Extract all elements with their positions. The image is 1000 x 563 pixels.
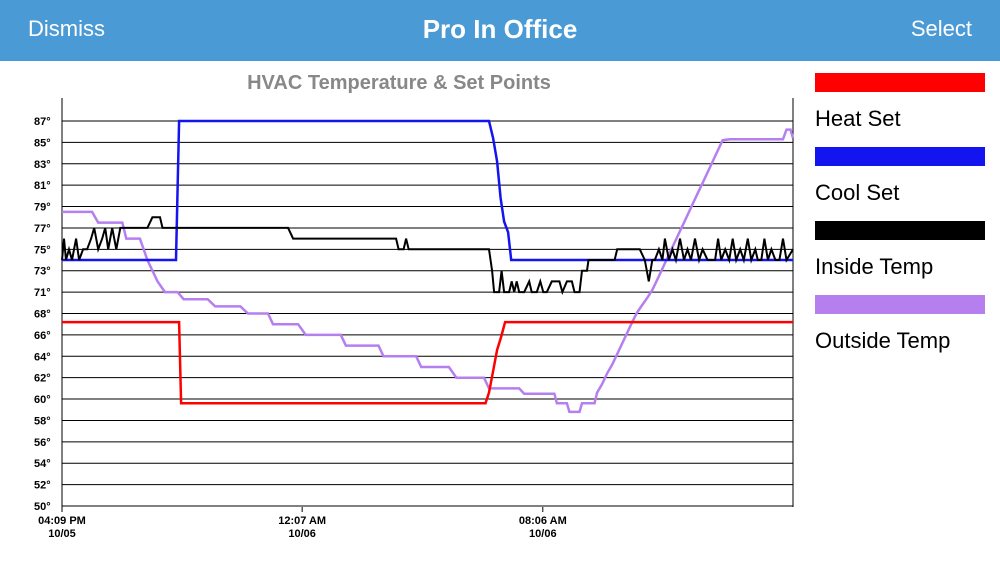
y-tick-label: 50° (34, 501, 51, 513)
y-tick-label: 54° (34, 458, 51, 470)
navigation-bar: Dismiss Pro In Office Select (0, 0, 1000, 61)
legend-label: Inside Temp (815, 254, 934, 279)
legend-swatch (815, 295, 985, 314)
legend-swatch (815, 147, 985, 166)
y-tick-label: 77° (34, 223, 51, 235)
y-tick-label: 83° (34, 159, 51, 171)
y-tick-label: 79° (34, 202, 51, 214)
y-tick-label: 52° (34, 480, 51, 492)
legend-item: Cool Set (815, 147, 990, 221)
chart-title: HVAC Temperature & Set Points (247, 72, 551, 94)
series-line-cool-set (62, 119, 793, 262)
x-tick-label: 12:07 AM (278, 515, 326, 527)
y-tick-label: 85° (34, 137, 51, 149)
select-button[interactable]: Select (910, 16, 972, 41)
y-axis-ticks: 50° 52° 54° 56° 58° 60° 62° 64° 66° 68° 71° 73° 75° 7… (34, 116, 51, 513)
hvac-chart: HVAC Temperature & Set Points 50°52°54°5… (34, 72, 795, 540)
y-tick-label: 62° (34, 373, 51, 385)
x-tick-label: 08:06 AM (519, 515, 567, 527)
legend-item: Inside Temp (815, 221, 990, 295)
legend-label: Cool Set (815, 180, 900, 205)
y-tick-label: 56° (34, 437, 51, 449)
y-tick-label: 73° (34, 266, 51, 278)
y-tick-label: 87° (34, 116, 51, 128)
series-line-inside-temp (61, 216, 794, 296)
legend-item: Heat Set (815, 73, 990, 147)
y-tick-label: 68° (34, 309, 51, 321)
legend-label: Outside Temp (815, 328, 951, 353)
series-line-heat-set (62, 320, 793, 405)
y-tick-label: 75° (34, 244, 51, 256)
x-tick-date-label: 10/05 (48, 528, 76, 540)
y-tick-label: 64° (34, 351, 51, 363)
chart-grid (61, 98, 794, 507)
page-title: Pro In Office (422, 14, 578, 44)
legend-swatch (815, 73, 985, 92)
chart-legend: Heat Set Cool Set Inside Temp Outside Temp (815, 73, 990, 369)
y-tick-label: 58° (34, 415, 51, 427)
legend-swatch (815, 221, 985, 240)
legend-item: Outside Temp (815, 295, 990, 369)
x-tick-label: 04:09 PM (38, 515, 86, 527)
x-tick-date-label: 10/06 (288, 528, 316, 540)
y-tick-label: 66° (34, 330, 51, 342)
legend-label: Heat Set (815, 106, 901, 131)
series-line-outside-temp (62, 128, 795, 414)
y-tick-label: 81° (34, 180, 51, 192)
y-tick-label: 71° (34, 287, 51, 299)
dismiss-button[interactable]: Dismiss (28, 16, 105, 41)
y-tick-label: 60° (34, 394, 51, 406)
chart-series (61, 119, 795, 414)
x-tick-date-label: 10/06 (529, 528, 557, 540)
